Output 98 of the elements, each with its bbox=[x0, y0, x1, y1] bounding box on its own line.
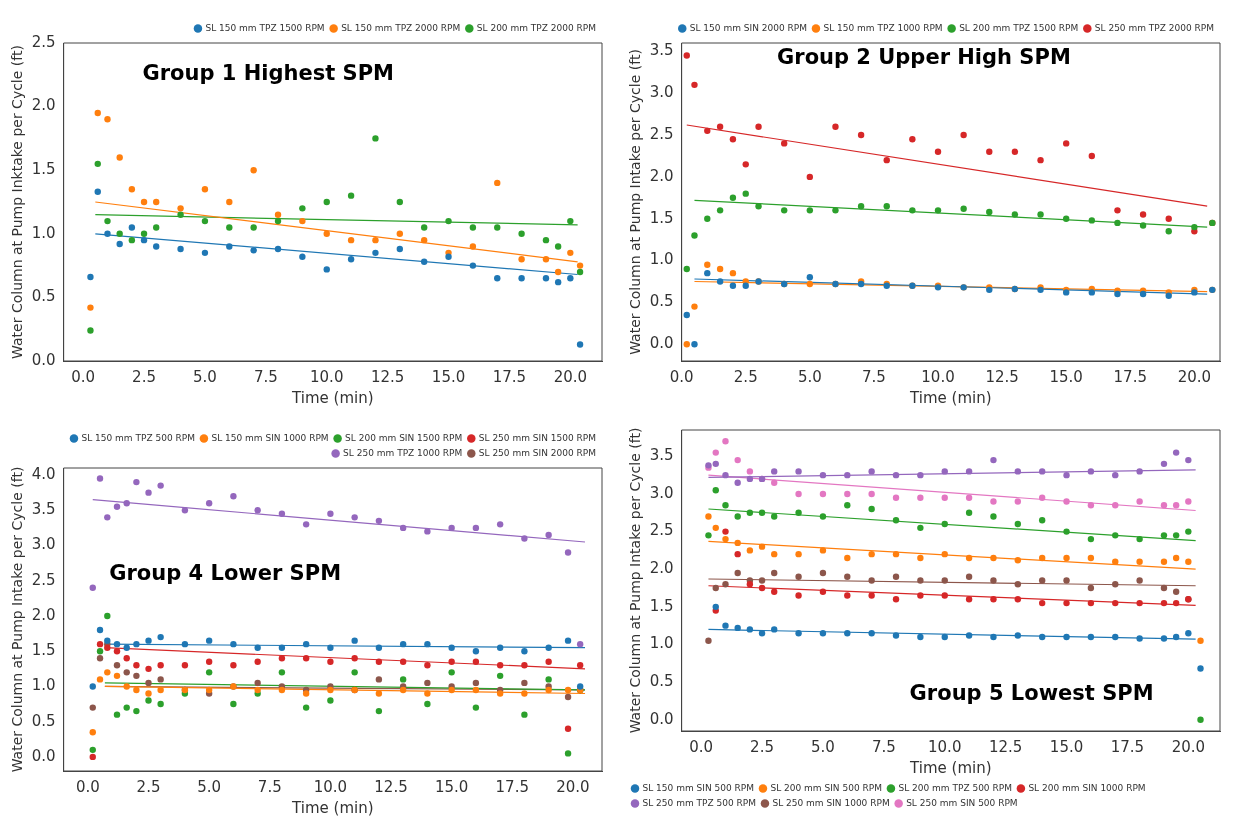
x-tick-label: 12.5 bbox=[370, 367, 405, 386]
legend-label: SL 250 mm SIN 2000 RPM bbox=[478, 447, 597, 458]
x-tick-label: 5.0 bbox=[797, 367, 822, 386]
legend-label: SL 150 mm TPZ 500 RPM bbox=[81, 432, 195, 443]
text: Group 1 Highest SPM bbox=[142, 61, 394, 86]
x-tick-label: 12.5 bbox=[988, 737, 1023, 756]
y-tick-label: 2.5 bbox=[649, 124, 674, 143]
x-tick-label: 7.5 bbox=[257, 777, 282, 796]
y-tick-label: 2.5 bbox=[649, 521, 674, 540]
x-tick-label: 10.0 bbox=[313, 777, 348, 796]
y-tick-label: 3.0 bbox=[649, 83, 674, 102]
text: Group 5 Lowest SPM bbox=[909, 681, 1154, 706]
legend-label: SL 250 mm TPZ 2000 RPM bbox=[1094, 22, 1214, 33]
legend-label: SL 150 mm TPZ 1000 RPM bbox=[823, 22, 943, 33]
y-tick-label: 1.5 bbox=[31, 160, 56, 179]
x-tick-label: 0.0 bbox=[71, 367, 96, 386]
y-tick-label: 3.5 bbox=[31, 500, 56, 519]
y-tick-label: 2.0 bbox=[31, 96, 56, 115]
y-axis-title: Water Column at Pump Intake per Cycle (ft) bbox=[627, 49, 644, 355]
legend-label: SL 250 mm TPZ 1000 RPM bbox=[343, 447, 463, 458]
legend-label: SL 250 mm SIN 1500 RPM bbox=[478, 432, 597, 443]
y-tick-label: 1.0 bbox=[649, 250, 674, 269]
legend-label: SL 200 mm TPZ 1500 RPM bbox=[959, 22, 1079, 33]
x-axis-title: Time (min) bbox=[909, 758, 992, 777]
x-tick-label: 20.0 bbox=[556, 777, 590, 796]
y-tick-label: 3.0 bbox=[31, 535, 56, 554]
y-tick-label: 3.5 bbox=[649, 446, 674, 465]
legend-label: SL 200 mm TPZ 2000 RPM bbox=[476, 22, 596, 33]
legend-label: SL 250 mm TPZ 500 RPM bbox=[642, 797, 756, 808]
y-tick-label: 0.0 bbox=[31, 350, 56, 369]
y-tick-label: 1.0 bbox=[31, 223, 56, 242]
x-axis-title: Time (min) bbox=[291, 798, 374, 817]
x-tick-label: 15.0 bbox=[431, 367, 466, 386]
x-tick-label: 17.5 bbox=[495, 777, 529, 796]
y-tick-label: 1.5 bbox=[649, 596, 674, 615]
legend-label: SL 150 mm TPZ 2000 RPM bbox=[341, 22, 461, 33]
x-tick-label: 15.0 bbox=[434, 777, 469, 796]
x-tick-label: 20.0 bbox=[1177, 367, 1212, 386]
legend-label: SL 200 mm SIN 1000 RPM bbox=[1028, 782, 1146, 793]
legend-label: SL 150 mm SIN 1000 RPM bbox=[211, 432, 329, 443]
x-tick-label: 2.5 bbox=[733, 367, 758, 386]
legend-label: SL 250 mm SIN 500 RPM bbox=[906, 797, 1018, 808]
x-tick-label: 10.0 bbox=[310, 367, 344, 386]
legend-label: SL 200 mm SIN 500 RPM bbox=[770, 782, 882, 793]
x-tick-label: 5.0 bbox=[193, 367, 217, 386]
chart-title: Group 2 Upper High SPM bbox=[777, 45, 1071, 70]
x-tick-label: 2.5 bbox=[136, 777, 161, 796]
x-tick-label: 0.0 bbox=[669, 367, 694, 386]
y-tick-label: 1.5 bbox=[649, 208, 674, 227]
x-tick-label: 15.0 bbox=[1049, 367, 1083, 386]
legend-label: SL 150 mm SIN 500 RPM bbox=[642, 782, 754, 793]
x-tick-label: 7.5 bbox=[871, 737, 896, 756]
y-tick-label: 4.0 bbox=[31, 464, 56, 483]
legend-label: SL 200 mm TPZ 500 RPM bbox=[898, 782, 1012, 793]
x-axis-title: Time (min) bbox=[291, 388, 374, 407]
legend-label: SL 150 mm SIN 2000 RPM bbox=[689, 22, 807, 33]
y-tick-label: 1.0 bbox=[31, 676, 56, 695]
x-tick-label: 17.5 bbox=[1113, 367, 1147, 386]
y-tick-label: 2.5 bbox=[31, 32, 56, 51]
x-tick-label: 2.5 bbox=[132, 367, 156, 386]
y-tick-label: 0.5 bbox=[31, 287, 56, 306]
x-tick-label: 5.0 bbox=[811, 737, 835, 756]
text: Group 4 Lower SPM bbox=[109, 560, 342, 585]
y-tick-label: 2.0 bbox=[649, 166, 674, 185]
y-tick-label: 2.0 bbox=[649, 559, 674, 578]
x-tick-label: 20.0 bbox=[1171, 737, 1206, 756]
y-tick-label: 1.5 bbox=[31, 641, 56, 660]
y-tick-label: 0.0 bbox=[649, 334, 674, 353]
x-tick-label: 2.5 bbox=[750, 737, 774, 756]
x-tick-label: 15.0 bbox=[1049, 737, 1084, 756]
legend-label: SL 150 mm TPZ 1500 RPM bbox=[205, 22, 325, 33]
x-tick-label: 17.5 bbox=[1110, 737, 1145, 756]
x-tick-label: 17.5 bbox=[492, 367, 527, 386]
y-tick-label: 0.5 bbox=[649, 671, 674, 690]
legend-label: SL 200 mm SIN 1500 RPM bbox=[345, 432, 463, 443]
x-tick-label: 7.5 bbox=[861, 367, 886, 386]
y-axis-title: Water Column at Pump Inktake per Cycle (ft) bbox=[9, 45, 26, 359]
x-tick-label: 0.0 bbox=[689, 737, 714, 756]
x-tick-label: 10.0 bbox=[921, 367, 955, 386]
x-tick-label: 0.0 bbox=[75, 777, 100, 796]
y-tick-label: 3.0 bbox=[649, 483, 674, 502]
y-tick-label: 2.5 bbox=[31, 570, 56, 589]
x-tick-label: 12.5 bbox=[374, 777, 408, 796]
x-tick-label: 7.5 bbox=[253, 367, 278, 386]
x-tick-label: 10.0 bbox=[928, 737, 962, 756]
x-tick-label: 5.0 bbox=[197, 777, 222, 796]
legend-label: SL 250 mm SIN 1000 RPM bbox=[772, 797, 890, 808]
y-axis-title: Water Column at Pump Intake per Cycle (ft) bbox=[9, 466, 26, 773]
y-tick-label: 3.5 bbox=[649, 41, 674, 60]
y-tick-label: 0.5 bbox=[31, 711, 56, 730]
x-axis-title: Time (min) bbox=[909, 388, 992, 407]
y-tick-label: 1.0 bbox=[649, 634, 674, 653]
y-tick-label: 0.0 bbox=[649, 709, 674, 728]
x-tick-label: 12.5 bbox=[985, 367, 1019, 386]
y-axis-title: Water Column at Pump Intake per Cycle (ft) bbox=[627, 427, 644, 734]
y-tick-label: 0.5 bbox=[649, 292, 674, 311]
y-tick-label: 2.0 bbox=[31, 605, 56, 624]
x-tick-label: 20.0 bbox=[553, 367, 588, 386]
